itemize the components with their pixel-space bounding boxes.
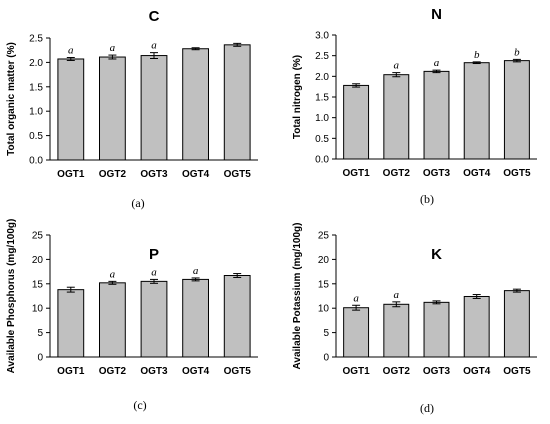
x-tick-label: OGT3	[423, 168, 451, 179]
x-tick-label: OGT3	[423, 366, 451, 377]
x-tick-label: OGT1	[57, 169, 85, 180]
y-tick-label: 25	[32, 231, 44, 242]
bar-ogt1	[57, 58, 85, 161]
x-tick-label: OGT5	[224, 366, 252, 377]
x-tick-label: OGT4	[463, 366, 491, 377]
y-tick-label: 20	[318, 255, 330, 266]
significance-label: a	[434, 57, 440, 69]
bar-ogt2	[383, 74, 410, 160]
panel-caption: (c)	[133, 398, 146, 412]
y-tick-label: 3.0	[315, 31, 329, 42]
bar-ogt3	[140, 55, 168, 161]
x-tick-label: OGT2	[99, 366, 127, 377]
chart-title: K	[431, 246, 442, 263]
x-tick-label: OGT1	[342, 366, 370, 377]
chart-title: P	[149, 246, 159, 263]
chart-panel-c: C 0.0 0.5 1.0 1.5 2.0 2.5 Total organic matter …	[6, 8, 258, 210]
chart-panel-n: N 0.0 0.5 1.0 1.5 2.0 2.5 3.0 Total nitrogen (%)…	[292, 6, 537, 206]
bar-ogt1	[343, 84, 370, 160]
bar-ogt4	[182, 278, 209, 358]
bar-ogt3	[423, 70, 450, 160]
chart-panel-k: K 0 5 10 15 20 25 Available Potassium (mg/100g)…	[292, 223, 537, 415]
y-tick-label: 1.5	[315, 93, 329, 104]
y-tick-label: 5	[37, 328, 43, 339]
y-tick-label: 2.5	[29, 34, 43, 45]
x-tick-label: OGT4	[182, 169, 210, 180]
y-tick-label: 0.0	[315, 155, 329, 166]
x-tick-label: OGT3	[140, 169, 168, 180]
significance-label: a	[394, 60, 400, 72]
y-tick-label: 10	[318, 304, 330, 315]
bar-ogt4	[463, 295, 490, 358]
bar-ogt4	[463, 62, 490, 160]
chart-title: C	[149, 8, 160, 25]
x-tick-label: OGT5	[224, 169, 252, 180]
bar-ogt1	[57, 289, 85, 358]
significance-label: a	[151, 40, 157, 52]
y-tick-label: 2.5	[315, 51, 329, 62]
x-tick-label: OGT4	[463, 168, 491, 179]
y-tick-label: 2.0	[29, 58, 43, 69]
y-tick-label: 1.0	[315, 113, 329, 124]
significance-label: a	[151, 266, 157, 278]
bar-ogt2	[99, 282, 126, 358]
chart-title: N	[431, 6, 442, 23]
x-tick-label: OGT1	[57, 366, 85, 377]
bar-ogt4	[182, 48, 209, 161]
panel-caption: (d)	[420, 401, 434, 415]
y-tick-label: 15	[318, 279, 330, 290]
bar-ogt3	[423, 301, 450, 358]
panel-caption: (a)	[131, 196, 144, 210]
y-tick-label: 15	[32, 279, 44, 290]
x-tick-label: OGT2	[383, 366, 411, 377]
significance-label: a	[193, 265, 199, 277]
bar-ogt5	[503, 60, 530, 160]
y-axis-label: Available Phosphorus (mg/100g)	[6, 219, 17, 374]
y-tick-label: 0	[37, 353, 43, 364]
bar-ogt5	[223, 44, 251, 161]
y-axis-label: Total nitrogen (%)	[292, 55, 303, 139]
x-tick-label: OGT2	[383, 168, 411, 179]
bar-ogt3	[140, 280, 168, 358]
bar-ogt1	[343, 307, 370, 358]
bar-ogt2	[99, 56, 126, 161]
y-tick-label: 0	[323, 353, 329, 364]
x-tick-label: OGT2	[99, 169, 127, 180]
significance-label: a	[110, 42, 116, 54]
bar-ogt5	[503, 290, 530, 358]
y-axis-label: Available Potassium (mg/100g)	[292, 223, 303, 370]
significance-label: b	[514, 46, 520, 58]
y-tick-label: 25	[318, 231, 330, 242]
bar-ogt5	[223, 275, 251, 358]
significance-label: b	[474, 49, 480, 61]
significance-label: a	[68, 45, 74, 57]
significance-label: a	[110, 268, 116, 280]
significance-label: a	[394, 289, 400, 301]
y-tick-label: 2.0	[315, 72, 329, 83]
x-tick-label: OGT5	[503, 168, 531, 179]
y-tick-label: 10	[32, 304, 44, 315]
x-tick-label: OGT3	[140, 366, 168, 377]
y-tick-label: 0.5	[315, 134, 329, 145]
y-tick-label: 20	[32, 255, 44, 266]
x-tick-label: OGT4	[182, 366, 210, 377]
x-tick-label: OGT5	[503, 366, 531, 377]
y-tick-label: 5	[323, 328, 329, 339]
x-tick-label: OGT1	[342, 168, 370, 179]
y-axis-label: Total organic matter (%)	[6, 42, 17, 156]
y-tick-label: 0.0	[29, 156, 43, 167]
y-tick-label: 1.0	[29, 107, 43, 118]
bar-ogt2	[383, 303, 410, 358]
y-tick-label: 1.5	[29, 82, 43, 93]
panel-caption: (b)	[420, 192, 434, 206]
y-tick-label: 0.5	[29, 131, 43, 142]
significance-label: a	[353, 292, 359, 304]
chart-panel-p: P 0 5 10 15 20 25 Available Phosphorus (mg/100g…	[6, 219, 258, 412]
